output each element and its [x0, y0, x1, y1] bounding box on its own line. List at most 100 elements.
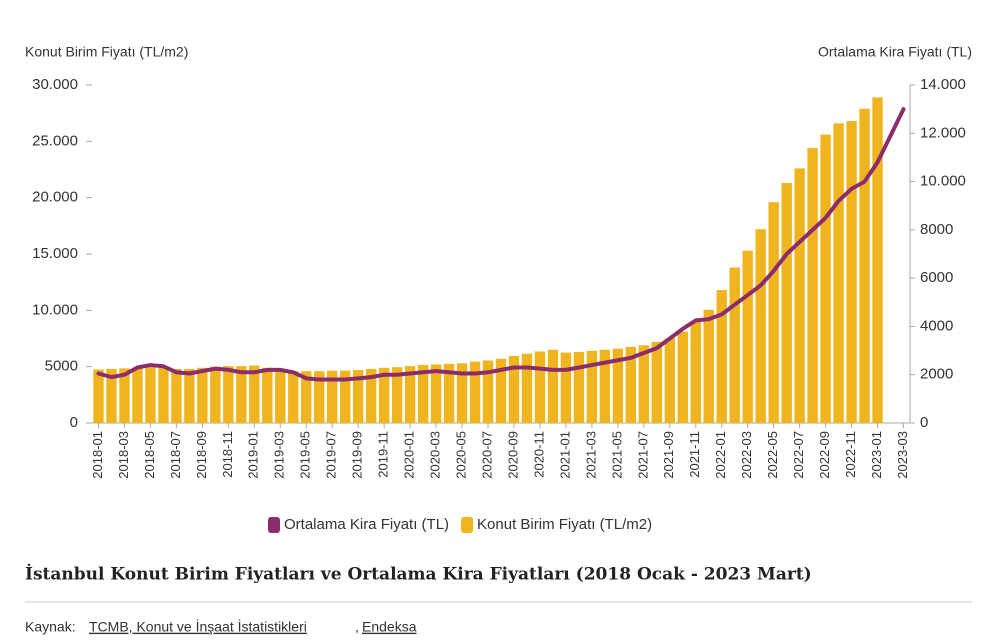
x-tick-label: 2022-01 — [713, 431, 728, 479]
bar — [223, 366, 234, 423]
legend-swatch — [268, 517, 280, 533]
bar — [314, 371, 325, 423]
y-tick-label: 30.000 — [32, 76, 78, 93]
bar — [599, 349, 611, 423]
bar — [677, 331, 688, 423]
bar — [768, 202, 779, 423]
x-tick-label: 2020-05 — [453, 431, 468, 479]
legend-label: Ortalama Kira Fiyatı (TL) — [284, 516, 449, 533]
source-link[interactable]: Endeksa — [362, 619, 417, 635]
source-label: Kaynak: — [25, 619, 76, 635]
y-tick-label: 15.000 — [32, 245, 78, 262]
bar — [301, 371, 312, 423]
y-tick-label: 20.000 — [32, 189, 78, 206]
bar — [534, 351, 546, 423]
x-tick-label: 2020-09 — [505, 431, 520, 479]
bar — [378, 367, 390, 423]
bar — [560, 352, 572, 423]
bar — [508, 355, 520, 423]
x-tick-label: 2020-11 — [531, 431, 546, 478]
x-tick-label: 2018-11 — [220, 431, 235, 478]
bar — [352, 370, 364, 423]
x-tick-label: 2021-03 — [583, 431, 598, 479]
chart-title: İstanbul Konut Birim Fiyatları ve Ortala… — [25, 564, 812, 585]
bar — [119, 368, 130, 423]
bar — [794, 168, 805, 423]
x-tick-label: 2022-09 — [817, 431, 832, 479]
x-tick-label: 2019-07 — [324, 431, 339, 479]
bar — [236, 366, 247, 423]
bar — [547, 349, 559, 423]
bar — [404, 366, 416, 423]
x-tick-label: 2020-07 — [479, 431, 494, 479]
bar — [573, 352, 585, 423]
bar — [612, 348, 624, 423]
x-tick-label: 2019-05 — [298, 431, 313, 479]
bar — [638, 345, 650, 423]
bar — [742, 250, 753, 423]
bar — [158, 367, 169, 423]
bar — [145, 367, 156, 423]
x-tick-label: 2022-05 — [765, 431, 780, 479]
bar — [430, 364, 442, 423]
bar — [586, 350, 598, 423]
x-tick-label: 2019-11 — [376, 431, 391, 478]
y2-tick-label: 12.000 — [920, 124, 966, 141]
legend-label: Konut Birim Fiyatı (TL/m2) — [477, 516, 652, 533]
bar — [262, 367, 273, 423]
source-link[interactable]: TCMB, Konut ve İnşaat İstatistikleri — [89, 618, 307, 635]
bar — [456, 363, 468, 423]
y2-tick-label: 4000 — [920, 317, 953, 334]
x-tick-label: 2018-05 — [142, 431, 157, 479]
x-tick-label: 2018-07 — [168, 431, 183, 479]
bar — [820, 134, 831, 423]
x-tick-label: 2019-01 — [246, 431, 261, 479]
y2-tick-label: 8000 — [920, 221, 953, 238]
bar — [132, 367, 143, 423]
separator-comma: , — [355, 619, 359, 635]
x-tick-label: 2023-01 — [869, 431, 884, 479]
y2-tick-label: 10.000 — [920, 173, 966, 190]
bar — [729, 267, 740, 423]
bar — [197, 367, 208, 423]
bar — [171, 368, 182, 423]
x-tick-label: 2021-05 — [609, 431, 624, 479]
y-tick-label: 10.000 — [32, 301, 78, 318]
bar — [106, 368, 117, 423]
bar — [651, 341, 663, 423]
bar — [249, 365, 260, 423]
y-tick-label: 25.000 — [32, 132, 78, 149]
bar — [664, 338, 675, 423]
y2-tick-label: 6000 — [920, 269, 953, 286]
bar — [495, 358, 507, 423]
x-tick-label: 2022-03 — [739, 431, 754, 479]
x-tick-label: 2018-03 — [116, 431, 131, 479]
bar — [833, 123, 844, 423]
bar — [872, 97, 883, 423]
bar — [859, 108, 870, 423]
y-tick-label: 0 — [70, 414, 78, 431]
bar — [716, 290, 727, 423]
bar — [807, 148, 818, 424]
bar — [288, 371, 299, 423]
x-tick-label: 2021-09 — [661, 431, 676, 479]
x-tick-label: 2020-01 — [402, 431, 417, 479]
x-tick-label: 2022-11 — [843, 431, 858, 478]
bar — [703, 309, 714, 423]
bar — [469, 361, 481, 423]
y-axis-title: Konut Birim Fiyatı (TL/m2) — [25, 44, 188, 60]
bar — [327, 370, 338, 423]
bar — [755, 229, 766, 423]
x-tick-label: 2022-07 — [791, 431, 806, 479]
bar — [846, 121, 857, 423]
y2-tick-label: 0 — [920, 414, 928, 431]
y2-tick-label: 14.000 — [920, 76, 966, 93]
x-tick-label: 2019-09 — [350, 431, 365, 479]
x-tick-label: 2021-07 — [635, 431, 650, 479]
bar — [339, 370, 351, 423]
bar — [781, 183, 792, 423]
bar — [365, 368, 377, 423]
bar — [391, 367, 403, 423]
bar — [275, 370, 286, 423]
